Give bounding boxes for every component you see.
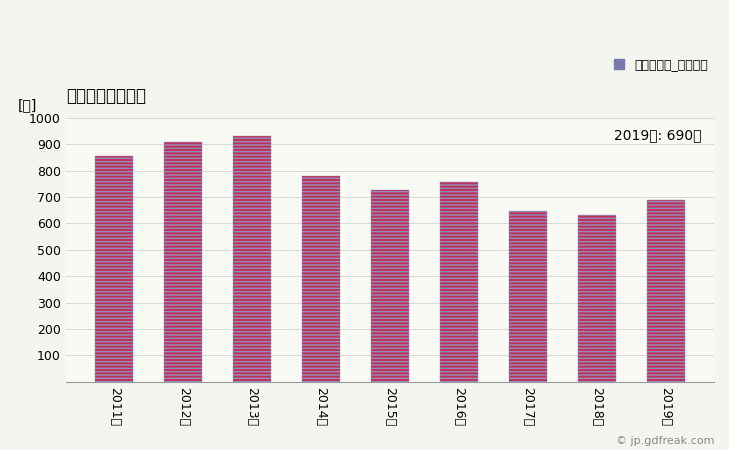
Text: 建築物総数の推移: 建築物総数の推移: [66, 87, 146, 105]
Bar: [647, 200, 685, 382]
Bar: [509, 211, 547, 382]
Bar: [95, 156, 133, 382]
Bar: [164, 142, 202, 382]
Bar: [440, 182, 477, 382]
Legend: 全建築物計_建築物数: 全建築物計_建築物数: [614, 58, 708, 71]
Bar: [233, 136, 271, 382]
Bar: [371, 190, 409, 382]
Bar: [302, 176, 340, 382]
Bar: [577, 215, 615, 382]
Y-axis label: [棟]: [棟]: [17, 99, 36, 112]
Text: © jp.gdfreak.com: © jp.gdfreak.com: [616, 436, 714, 446]
Text: 2019年: 690棟: 2019年: 690棟: [614, 128, 701, 143]
